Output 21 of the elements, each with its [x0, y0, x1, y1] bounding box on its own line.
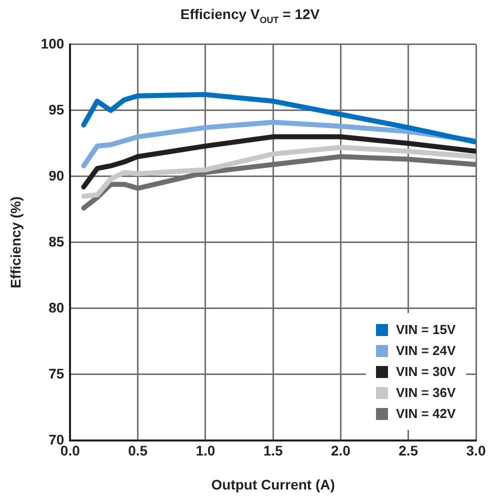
y-axis-title: Efficiency (%)	[7, 196, 24, 288]
x-tick-label: 3.0	[466, 442, 486, 459]
x-tick-label: 1.5	[263, 442, 284, 459]
legend-label: VIN = 24V	[396, 343, 456, 358]
legend-label: VIN = 30V	[396, 364, 456, 380]
chart-title: Efficiency V$_{OUT}$ = 12V	[179, 6, 321, 25]
y-tick-label: 75	[48, 365, 64, 382]
x-tick-label: 1.0	[196, 442, 216, 459]
y-tick-label: 95	[48, 101, 64, 118]
y-tick-label: 90	[48, 167, 64, 184]
x-tick-label: 2.5	[398, 442, 418, 459]
legend-label: VIN = 15V	[396, 322, 456, 338]
y-tick-label: 70	[48, 431, 64, 448]
x-axis-title: Output Current (A)	[211, 476, 335, 492]
x-tick-label: 2.0	[330, 442, 351, 459]
y-tick-label: 100	[40, 35, 64, 52]
y-tick-label: 80	[48, 299, 64, 316]
x-tick-label: 0.5	[128, 442, 148, 459]
y-tick-label: 85	[48, 233, 64, 250]
legend-label: VIN = 42V	[396, 406, 456, 422]
legend-label: VIN = 36V	[396, 385, 456, 400]
